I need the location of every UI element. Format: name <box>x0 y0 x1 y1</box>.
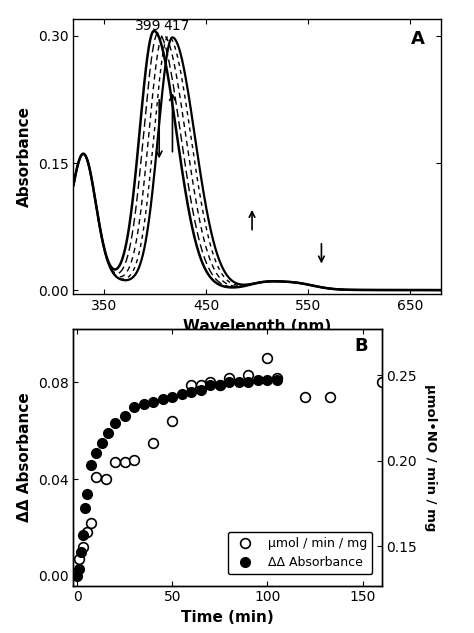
Y-axis label: Absorbance: Absorbance <box>18 106 32 207</box>
Text: 417: 417 <box>164 20 190 34</box>
Text: B: B <box>354 337 368 355</box>
Text: 399: 399 <box>135 20 161 34</box>
X-axis label: Time (min): Time (min) <box>181 610 274 625</box>
X-axis label: Wavelength (nm): Wavelength (nm) <box>183 319 331 334</box>
Y-axis label: μmol•NO / min / mg: μmol•NO / min / mg <box>424 384 437 531</box>
Y-axis label: ΔΔ Absorbance: ΔΔ Absorbance <box>18 392 32 522</box>
Text: A: A <box>410 30 424 48</box>
Legend: μmol / min / mg, ΔΔ Absorbance: μmol / min / mg, ΔΔ Absorbance <box>228 532 372 574</box>
